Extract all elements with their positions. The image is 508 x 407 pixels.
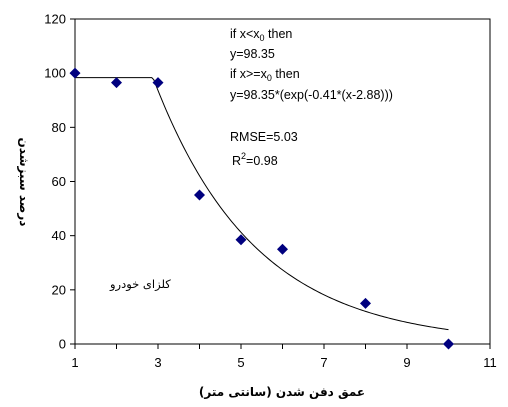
annotation-line-1: if x<x0 then bbox=[230, 27, 292, 43]
y-tick-label: 40 bbox=[52, 228, 66, 243]
data-point bbox=[443, 338, 454, 350]
x-tick-label: 9 bbox=[403, 355, 410, 370]
data-point bbox=[69, 67, 81, 79]
y-tick-label: 100 bbox=[44, 66, 66, 81]
x-axis-title: عمق دفن شدن (سانتی متر) bbox=[199, 385, 365, 399]
y-axis-title: درصد سبزشدن bbox=[17, 138, 31, 227]
data-point bbox=[111, 77, 122, 89]
y-tick-label: 20 bbox=[52, 282, 66, 297]
data-point bbox=[235, 234, 247, 246]
data-points bbox=[69, 67, 454, 350]
fitted-curve bbox=[75, 77, 449, 331]
data-point bbox=[360, 297, 371, 309]
x-tick-label: 11 bbox=[483, 355, 497, 370]
r-squared-label: R2=0.98 bbox=[232, 151, 278, 168]
y-tick-label: 80 bbox=[52, 120, 66, 135]
x-tick-label: 5 bbox=[237, 355, 244, 370]
y-tick-label: 0 bbox=[59, 337, 66, 352]
annotation-line-2: y=98.35 bbox=[230, 47, 275, 61]
y-tick-label: 120 bbox=[44, 12, 66, 27]
data-point bbox=[277, 243, 288, 255]
x-tick-label: 1 bbox=[71, 355, 78, 370]
rmse-label: RMSE=5.03 bbox=[230, 130, 298, 144]
x-tick-label: 7 bbox=[320, 355, 327, 370]
annotation-line-4: y=98.35*(exp(-0.41*(x-2.88))) bbox=[230, 88, 393, 102]
data-point bbox=[152, 77, 164, 89]
series-label: کلزای خودرو bbox=[109, 277, 171, 292]
annotation-line-3: if x>=x0 then bbox=[230, 67, 300, 83]
y-tick-label: 60 bbox=[52, 174, 66, 189]
y-axis-ticks: 0 20 40 60 80 100 120 bbox=[44, 12, 75, 352]
x-tick-label: 3 bbox=[154, 355, 161, 370]
data-point bbox=[194, 189, 205, 201]
plot-frame bbox=[74, 18, 491, 345]
x-axis-ticks: 1 3 5 7 9 11 bbox=[71, 344, 497, 370]
